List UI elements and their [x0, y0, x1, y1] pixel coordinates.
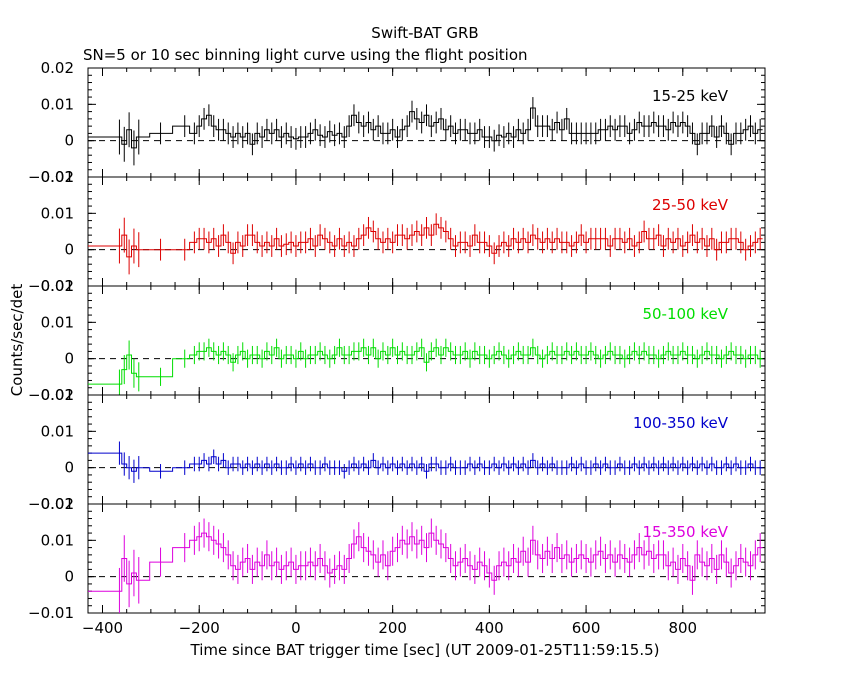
- panel-frame: [87, 503, 766, 614]
- panel-frame: [87, 394, 766, 505]
- y-axis-label: Counts/sec/det: [8, 284, 26, 397]
- y-tick-label: 0.02: [41, 168, 74, 186]
- y-tick-label: 0.01: [41, 531, 74, 549]
- figure-subtitle: SN=5 or 10 sec binning light curve using…: [83, 46, 528, 64]
- x-axis-label: Time since BAT trigger time [sec] (UT 20…: [190, 641, 660, 659]
- y-tick-label: 0.02: [41, 277, 74, 295]
- x-tick-label: 400: [475, 619, 504, 637]
- x-tick-label: 600: [572, 619, 601, 637]
- y-tick-label: −0.01: [28, 495, 74, 513]
- y-tick-label: 0.01: [41, 204, 74, 222]
- band-label: 100-350 keV: [633, 414, 729, 432]
- panel-4: 0.02 0.01 0 −0.01 100-350 keV: [28, 386, 766, 513]
- panel-3: 0.02 0.01 0 −0.01 50-100 keV: [28, 277, 766, 404]
- y-tick-label: 0.01: [41, 313, 74, 331]
- x-tick-label: −200: [179, 619, 220, 637]
- x-tick-label: 0: [291, 619, 301, 637]
- band-label: 15-25 keV: [652, 87, 729, 105]
- panel-frame: [87, 285, 766, 396]
- y-tick-label: 0.01: [41, 95, 74, 113]
- y-tick-label: 0.02: [41, 495, 74, 513]
- y-tick-label: −0.01: [28, 277, 74, 295]
- x-tick-label: −400: [82, 619, 123, 637]
- band-label: 50-100 keV: [642, 305, 728, 323]
- panels-group: 0.02 0.01 0 −0.01 15-25 keV 0.02 0.01 0 −0.01 25-…: [28, 59, 766, 637]
- y-tick-label: 0.02: [41, 59, 74, 77]
- band-label: 15-350 keV: [642, 523, 728, 541]
- y-tick-label: 0: [64, 568, 74, 586]
- y-tick-label: −0.01: [28, 604, 74, 622]
- panel-1: 0.02 0.01 0 −0.01 15-25 keV: [28, 59, 766, 186]
- series-step-line: [117, 107, 763, 149]
- y-tick-label: 0: [64, 241, 74, 259]
- panel-5: 0.02 0.01 0 −0.01 15-350 keV: [28, 495, 766, 622]
- y-tick-label: 0.01: [41, 422, 74, 440]
- figure-title: Swift-BAT GRB: [371, 24, 478, 42]
- y-tick-label: 0: [64, 350, 74, 368]
- panel-2: 0.02 0.01 0 −0.01 25-50 keV: [28, 168, 766, 295]
- band-label: 25-50 keV: [652, 196, 729, 214]
- x-tick-label: 200: [378, 619, 407, 637]
- y-tick-label: 0: [64, 459, 74, 477]
- y-tick-label: −0.01: [28, 168, 74, 186]
- y-tick-label: 0: [64, 132, 74, 150]
- y-tick-label: −0.01: [28, 386, 74, 404]
- series-step-line: [117, 452, 763, 472]
- y-tick-label: 0.02: [41, 386, 74, 404]
- x-tick-label: 800: [668, 619, 697, 637]
